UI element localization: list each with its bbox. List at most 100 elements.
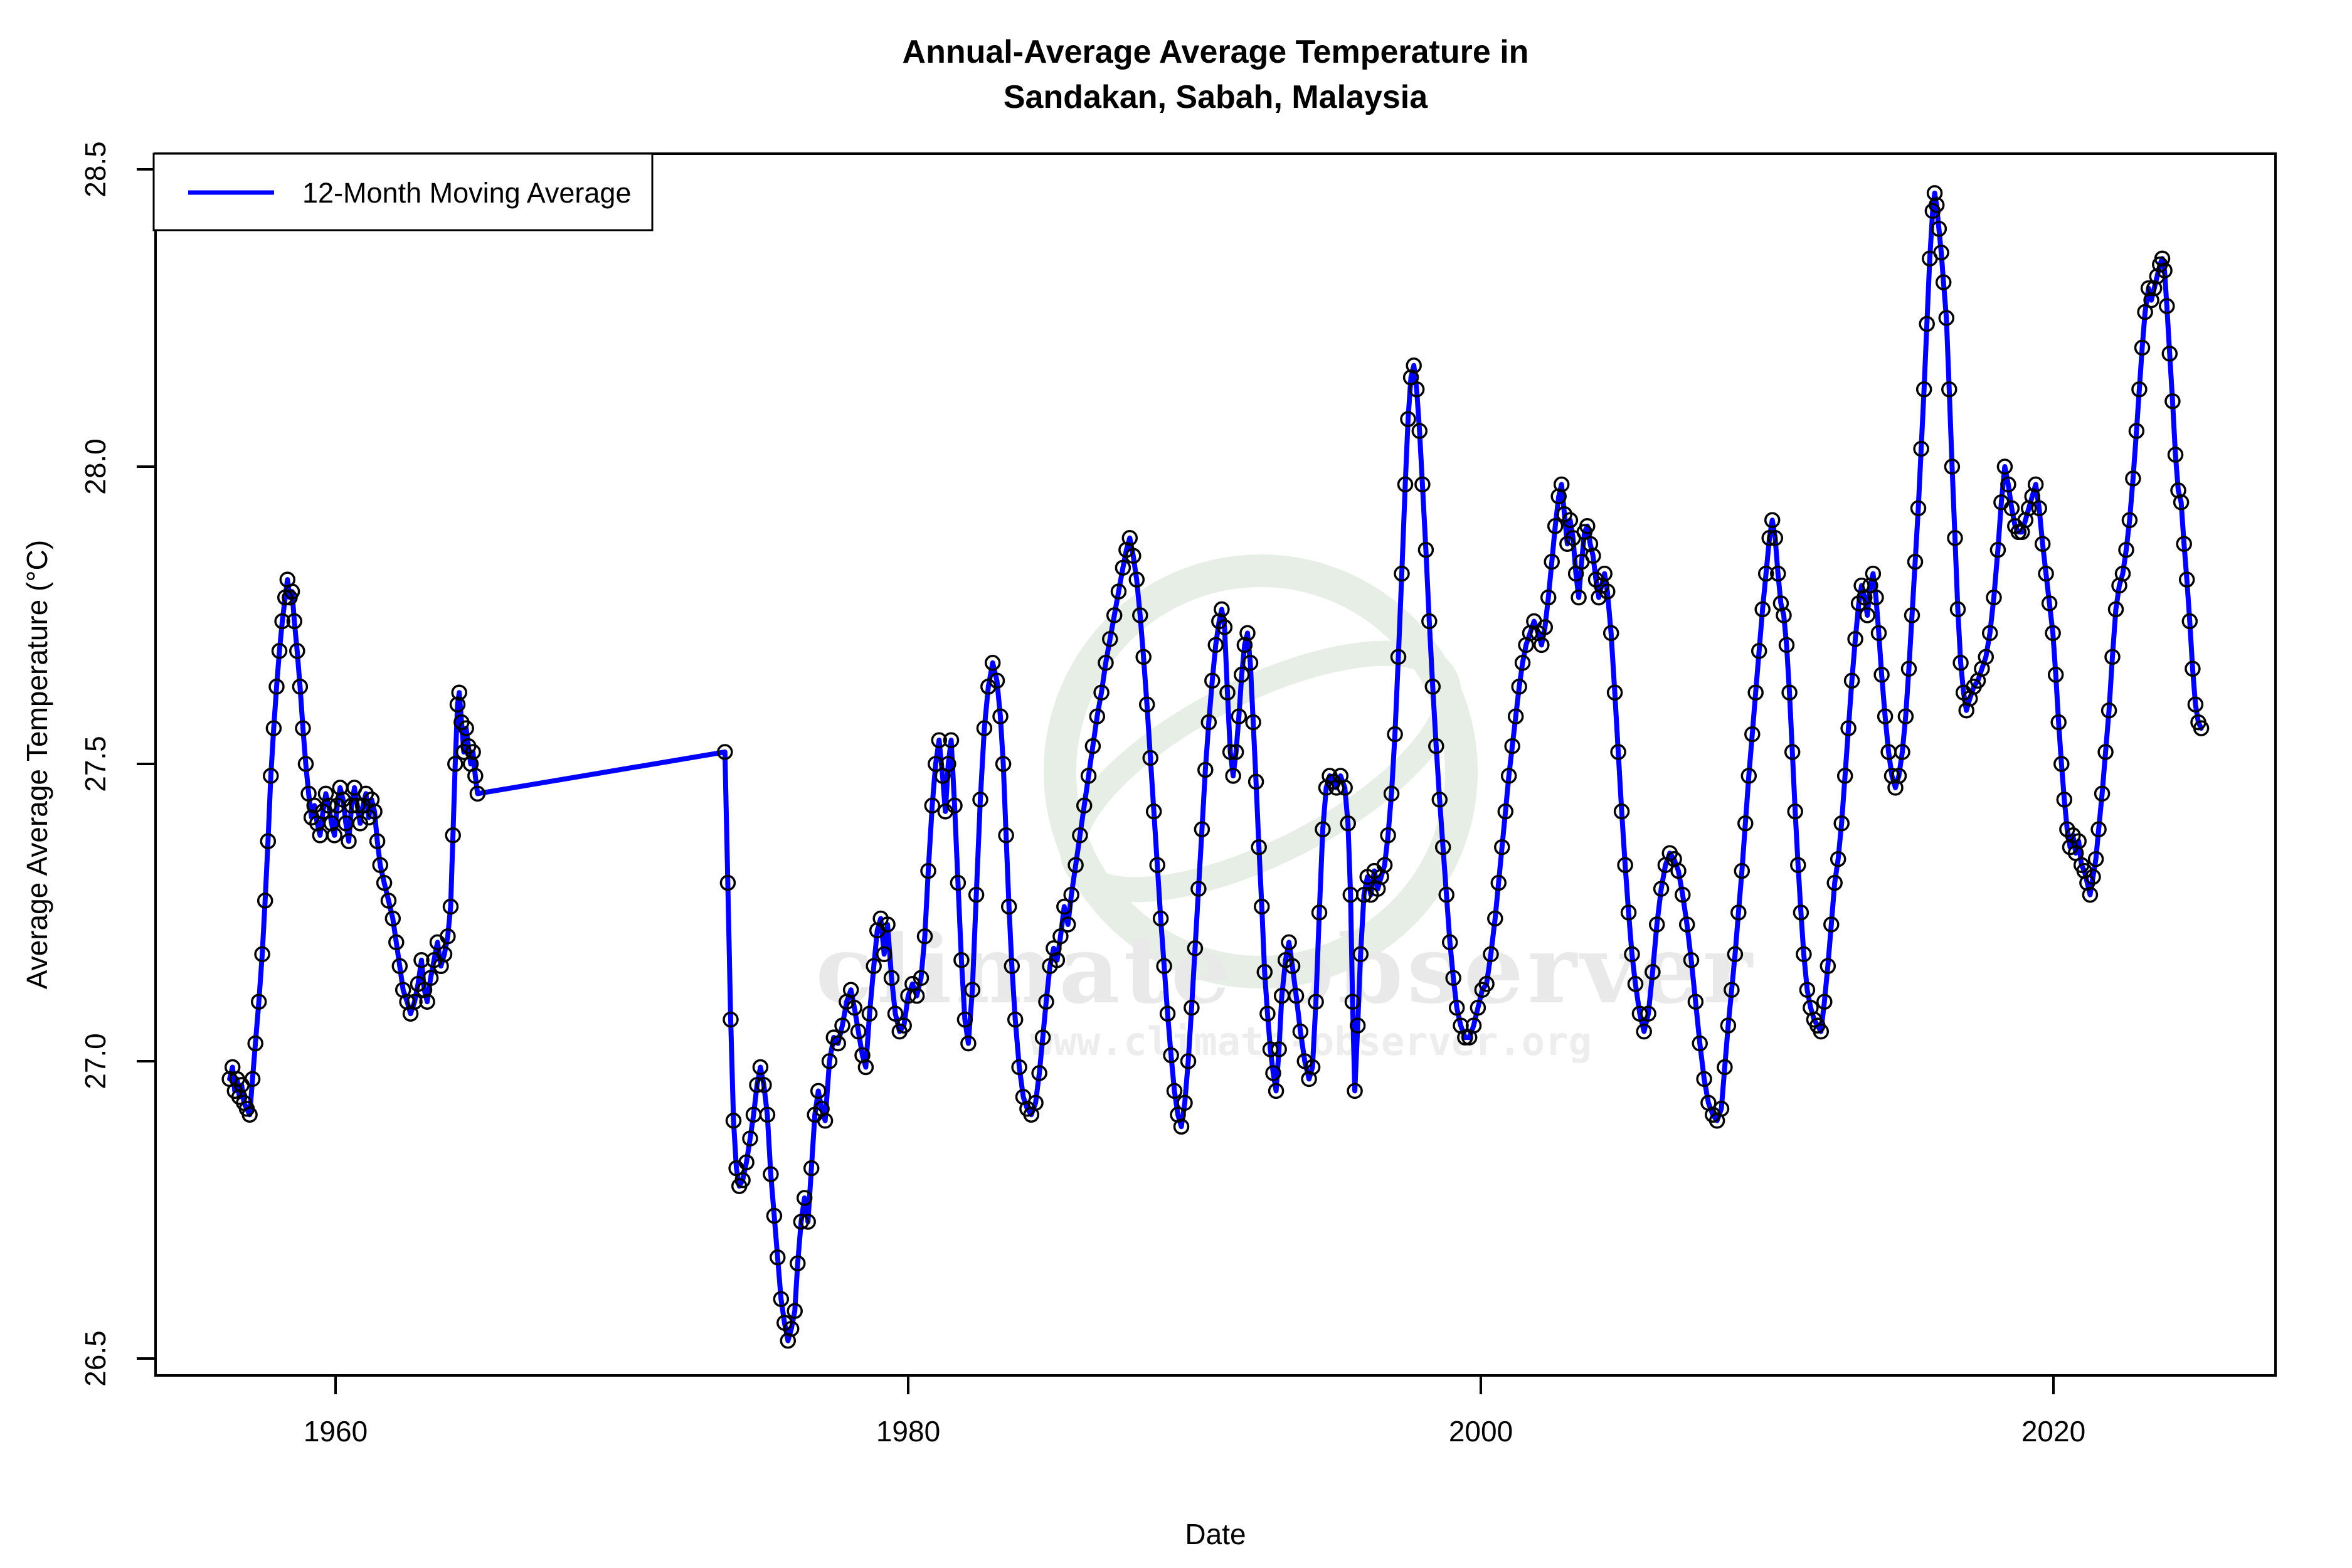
data-point-marker xyxy=(940,756,956,772)
data-point-marker xyxy=(1790,857,1806,873)
y-tick-label: 26.5 xyxy=(79,1330,112,1387)
data-point-marker xyxy=(1772,595,1789,612)
data-point-marker xyxy=(1500,768,1517,784)
data-point-marker xyxy=(2094,785,2111,802)
data-point-marker xyxy=(1989,541,2006,558)
data-point-marker xyxy=(2181,613,2198,630)
data-point-marker xyxy=(1163,1047,1179,1064)
data-point-marker xyxy=(1613,803,1630,820)
data-point-marker xyxy=(2090,821,2107,838)
data-point-marker xyxy=(1187,940,1204,956)
data-point-marker xyxy=(406,993,423,1010)
data-point-marker xyxy=(1271,1041,1287,1057)
data-point-marker xyxy=(1935,274,1952,290)
data-point-marker xyxy=(1781,684,1798,701)
data-point-marker xyxy=(1553,476,1570,493)
data-point-marker xyxy=(2146,280,2163,297)
data-point-marker xyxy=(1424,679,1441,695)
data-point-marker xyxy=(1900,660,1917,677)
data-point-marker xyxy=(1380,827,1396,844)
data-point-marker xyxy=(1897,708,1914,724)
data-point-marker xyxy=(998,827,1014,844)
legend-label: 12-Month Moving Average xyxy=(302,177,632,209)
data-point-marker xyxy=(1052,928,1069,945)
data-point-marker xyxy=(1620,904,1637,921)
data-point-marker xyxy=(972,792,988,808)
data-point-marker xyxy=(796,1190,813,1206)
data-point-marker xyxy=(2047,667,2064,683)
data-point-marker xyxy=(445,827,461,844)
data-point-marker xyxy=(2128,423,2145,439)
data-point-marker xyxy=(1683,952,1700,968)
data-point-marker xyxy=(442,898,459,915)
data-point-marker xyxy=(1262,1041,1279,1057)
chart-title-line2: Sandakan, Sabah, Malaysia xyxy=(1004,79,1428,115)
y-tick-label: 28.0 xyxy=(79,438,112,495)
data-point-marker xyxy=(834,1017,850,1034)
data-point-marker xyxy=(263,768,279,784)
data-point-marker xyxy=(830,1035,846,1052)
data-point-marker xyxy=(250,993,267,1010)
data-point-marker xyxy=(341,833,357,849)
data-point-marker xyxy=(2031,500,2047,517)
data-point-marker xyxy=(465,744,481,760)
data-point-marker xyxy=(1383,785,1400,802)
data-point-marker xyxy=(2045,625,2061,642)
data-point-marker xyxy=(1067,857,1084,873)
data-point-marker xyxy=(1636,1023,1652,1040)
data-point-marker xyxy=(1059,916,1076,933)
data-point-marker xyxy=(1928,197,1945,213)
data-point-marker xyxy=(924,797,941,814)
data-point-marker xyxy=(1507,708,1524,724)
data-point-marker xyxy=(317,785,334,802)
data-point-marker xyxy=(1376,857,1393,873)
data-point-marker xyxy=(787,1303,803,1319)
x-tick-label: 1960 xyxy=(304,1415,368,1448)
data-point-marker xyxy=(1457,1029,1473,1046)
data-point-marker xyxy=(1504,738,1520,755)
data-point-marker xyxy=(1490,874,1507,891)
data-point-marker xyxy=(260,833,277,849)
data-point-marker xyxy=(1840,720,1857,736)
data-point-marker xyxy=(1534,637,1550,654)
data-point-marker xyxy=(1173,1118,1190,1135)
data-point-marker xyxy=(1631,1005,1648,1022)
data-point-marker xyxy=(1547,518,1564,534)
data-point-marker xyxy=(1156,958,1172,975)
data-point-marker xyxy=(1915,381,1932,398)
data-point-marker xyxy=(1596,565,1613,582)
data-point-marker xyxy=(1941,381,1957,398)
data-point-marker xyxy=(943,732,960,748)
data-point-marker xyxy=(1011,1059,1027,1076)
data-point-marker xyxy=(1204,672,1221,689)
data-point-marker xyxy=(913,970,930,987)
data-point-marker xyxy=(1720,1017,1737,1034)
data-point-marker xyxy=(1397,476,1414,493)
data-point-marker xyxy=(1000,898,1017,915)
data-point-marker xyxy=(1599,583,1616,600)
data-point-marker xyxy=(1445,970,1461,987)
data-point-marker xyxy=(271,643,288,659)
data-point-marker xyxy=(1904,607,1920,623)
data-point-marker xyxy=(1776,607,1792,623)
data-point-marker xyxy=(1550,488,1567,505)
data-point-marker xyxy=(800,1214,816,1230)
data-point-marker xyxy=(1478,976,1495,992)
data-point-marker xyxy=(419,993,435,1010)
data-point-marker xyxy=(1159,1005,1176,1022)
data-point-marker xyxy=(1076,797,1093,814)
data-point-marker xyxy=(1582,536,1599,552)
data-point-marker xyxy=(953,952,970,968)
data-point-marker xyxy=(734,1172,751,1189)
data-point-marker xyxy=(1465,1017,1482,1034)
data-point-marker xyxy=(1315,821,1331,838)
data-point-marker xyxy=(1438,886,1454,903)
data-point-marker xyxy=(1027,1094,1044,1111)
data-point-marker xyxy=(1093,684,1110,701)
data-point-marker xyxy=(1751,643,1767,659)
data-point-marker xyxy=(1352,946,1369,963)
data-point-marker xyxy=(391,958,408,975)
data-point-marker xyxy=(1579,518,1596,534)
data-point-marker xyxy=(422,970,439,987)
